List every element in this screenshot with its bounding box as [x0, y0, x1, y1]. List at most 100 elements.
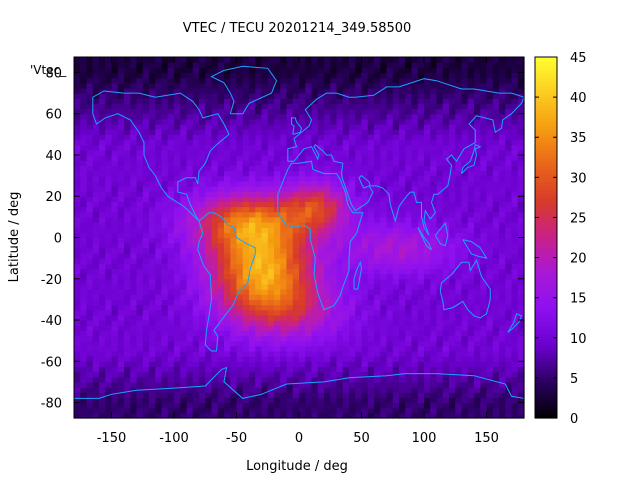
heatmap-cell: [236, 180, 244, 187]
heatmap-cell: [380, 93, 388, 99]
heatmap-cell: [417, 134, 425, 141]
heatmap-cell: [99, 185, 106, 192]
heatmap-cell: [86, 185, 94, 192]
heatmap-cell: [111, 180, 119, 187]
heatmap-cell: [105, 402, 113, 409]
heatmap-cell: [280, 299, 288, 306]
heatmap-cell: [424, 340, 431, 347]
heatmap-cell: [449, 283, 456, 290]
heatmap-cell: [249, 206, 256, 213]
heatmap-cell: [286, 113, 294, 120]
heatmap-cell: [355, 170, 363, 177]
heatmap-cell: [211, 98, 219, 105]
heatmap-cell: [242, 124, 250, 130]
heatmap-cell: [317, 175, 325, 182]
heatmap-cell: [467, 211, 475, 218]
heatmap-cell: [86, 82, 94, 89]
heatmap-cell: [505, 242, 513, 249]
heatmap-cell: [430, 160, 438, 166]
heatmap-cell: [236, 247, 244, 254]
heatmap-cell: [324, 242, 331, 249]
heatmap-cell: [149, 165, 156, 172]
heatmap-cell: [511, 77, 519, 84]
heatmap-cell: [424, 170, 431, 177]
heatmap-cell: [474, 366, 481, 373]
heatmap-cell: [386, 294, 394, 300]
heatmap-cell: [299, 392, 306, 398]
heatmap-cell: [461, 350, 469, 357]
heatmap-cell: [417, 289, 425, 295]
heatmap-cell: [99, 93, 106, 99]
heatmap-cell: [80, 139, 88, 146]
heatmap-cell: [86, 335, 94, 342]
heatmap-cell: [336, 366, 344, 373]
heatmap-cell: [517, 165, 525, 172]
heatmap-cell: [330, 227, 338, 233]
heatmap-cell: [149, 191, 156, 197]
heatmap-cell: [274, 118, 281, 125]
heatmap-cell: [199, 309, 206, 316]
heatmap-cell: [336, 252, 344, 259]
heatmap-cell: [224, 330, 231, 337]
heatmap-cell: [186, 294, 194, 300]
heatmap-cell: [361, 330, 369, 337]
heatmap-cell: [161, 325, 169, 331]
heatmap-cell: [267, 139, 275, 146]
heatmap-cell: [274, 82, 281, 89]
heatmap-cell: [99, 402, 106, 409]
heatmap-cell: [186, 278, 194, 285]
heatmap-cell: [242, 206, 250, 213]
heatmap-cell: [455, 278, 463, 285]
heatmap-cell: [492, 201, 500, 208]
heatmap-cell: [317, 139, 325, 146]
heatmap-cell: [405, 252, 413, 259]
heatmap-cell: [280, 216, 288, 223]
heatmap-cell: [474, 185, 481, 192]
heatmap-cell: [92, 294, 100, 300]
heatmap-cell: [449, 175, 456, 182]
heatmap-cell: [274, 263, 281, 270]
heatmap-cell: [230, 407, 238, 414]
heatmap-cell: [261, 72, 269, 79]
heatmap-cell: [486, 232, 494, 239]
heatmap-cell: [111, 335, 119, 342]
heatmap-cell: [186, 258, 194, 264]
heatmap-cell: [392, 392, 400, 398]
heatmap-cell: [149, 289, 156, 295]
heatmap-cell: [267, 335, 275, 342]
heatmap-cell: [117, 201, 125, 208]
heatmap-cell: [167, 77, 175, 84]
heatmap-cell: [461, 340, 469, 347]
heatmap-cell: [180, 361, 188, 368]
heatmap-cell: [399, 247, 406, 254]
heatmap-cell: [511, 211, 519, 218]
heatmap-cell: [311, 191, 319, 197]
heatmap-cell: [355, 191, 363, 197]
heatmap-cell: [311, 356, 319, 362]
heatmap-cell: [442, 273, 450, 280]
heatmap-cell: [255, 77, 263, 84]
heatmap-cell: [342, 144, 350, 151]
heatmap-cell: [336, 309, 344, 316]
heatmap-cell: [355, 412, 363, 419]
heatmap-cell: [86, 237, 94, 244]
heatmap-cell: [74, 191, 81, 197]
heatmap-cell: [511, 330, 519, 337]
heatmap-cell: [399, 185, 406, 192]
heatmap-cell: [117, 227, 125, 233]
heatmap-cell: [199, 294, 206, 300]
heatmap-cell: [361, 289, 369, 295]
heatmap-cell: [474, 325, 481, 331]
heatmap-cell: [417, 62, 425, 68]
heatmap-cell: [111, 283, 119, 290]
heatmap-cell: [186, 320, 194, 326]
heatmap-cell: [211, 258, 219, 264]
heatmap-cell: [499, 129, 506, 135]
heatmap-cell: [74, 263, 81, 270]
heatmap-cell: [455, 165, 463, 172]
heatmap-cell: [436, 268, 444, 275]
heatmap-cell: [111, 314, 119, 321]
heatmap-cell: [211, 108, 219, 115]
heatmap-cell: [249, 376, 256, 383]
heatmap-cell: [430, 237, 438, 244]
